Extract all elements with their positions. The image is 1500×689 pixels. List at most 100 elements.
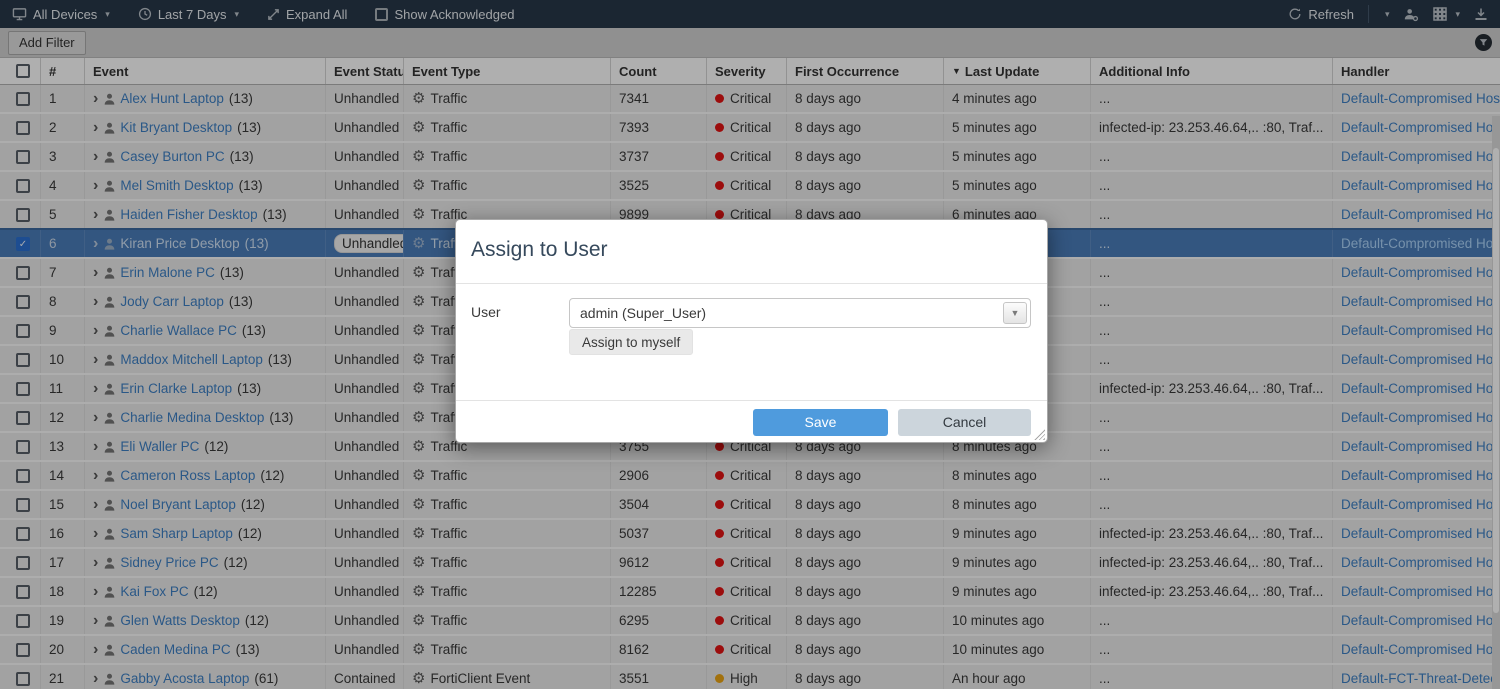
- chevron-right-icon[interactable]: ›: [93, 524, 99, 542]
- event-link[interactable]: Alex Hunt Laptop: [120, 91, 224, 106]
- handler-link[interactable]: Default-Compromised Hos: [1341, 584, 1500, 599]
- chevron-right-icon[interactable]: ›: [93, 437, 99, 455]
- vertical-scrollbar[interactable]: [1492, 116, 1500, 689]
- cancel-button[interactable]: Cancel: [898, 408, 1031, 436]
- event-link[interactable]: Kai Fox PC: [120, 584, 189, 599]
- table-row[interactable]: 18 › Kai Fox PC (12) Unhandled ⚙ Traffic…: [0, 576, 1500, 605]
- handler-link[interactable]: Default-Compromised Hos: [1341, 555, 1500, 570]
- chevron-right-icon[interactable]: ›: [93, 205, 99, 223]
- row-checkbox[interactable]: [16, 613, 30, 628]
- column-settings-button[interactable]: ▾: [1433, 7, 1460, 21]
- resize-handle[interactable]: [1034, 429, 1045, 440]
- event-link[interactable]: Gabby Acosta Laptop: [120, 671, 250, 686]
- table-row[interactable]: 4 › Mel Smith Desktop (13) Unhandled ⚙ T…: [0, 170, 1500, 199]
- handler-link[interactable]: Default-Compromised Hos: [1341, 642, 1500, 657]
- export-button[interactable]: [1474, 7, 1488, 21]
- table-row[interactable]: 19 › Glen Watts Desktop (12) Unhandled ⚙…: [0, 605, 1500, 634]
- column-header-severity[interactable]: Severity: [706, 58, 786, 84]
- column-header-handler[interactable]: Handler: [1332, 58, 1500, 84]
- row-checkbox[interactable]: [16, 410, 30, 425]
- event-link[interactable]: Jody Carr Laptop: [120, 294, 224, 309]
- table-row[interactable]: 3 › Casey Burton PC (13) Unhandled ⚙ Tra…: [0, 141, 1500, 170]
- assign-to-myself-button[interactable]: Assign to myself: [569, 329, 694, 355]
- handler-link[interactable]: Default-Compromised Hos: [1341, 468, 1500, 483]
- table-row[interactable]: 16 › Sam Sharp Laptop (12) Unhandled ⚙ T…: [0, 518, 1500, 547]
- row-checkbox[interactable]: [16, 584, 30, 599]
- row-checkbox[interactable]: [16, 497, 30, 512]
- row-checkbox[interactable]: [16, 439, 30, 454]
- table-row[interactable]: 5 › Haiden Fisher Desktop (13) Unhandled…: [0, 199, 1500, 228]
- event-link[interactable]: Erin Malone PC: [120, 265, 215, 280]
- handler-link[interactable]: Default-Compromised Hos: [1341, 120, 1500, 135]
- event-link[interactable]: Charlie Medina Desktop: [120, 410, 265, 425]
- handler-link[interactable]: Default-Compromised Hos: [1341, 381, 1500, 396]
- handler-link[interactable]: Default-Compromised Hos: [1341, 613, 1500, 628]
- table-row[interactable]: 1 › Alex Hunt Laptop (13) Unhandled ⚙ Tr…: [0, 85, 1500, 112]
- chevron-right-icon[interactable]: ›: [93, 466, 99, 484]
- row-checkbox[interactable]: [16, 642, 30, 657]
- row-checkbox[interactable]: [16, 381, 30, 396]
- time-range-dropdown[interactable]: Last 7 Days ▾: [138, 7, 239, 22]
- user-select[interactable]: admin (Super_User) ▼: [569, 298, 1031, 328]
- chevron-right-icon[interactable]: ›: [93, 495, 99, 513]
- event-link[interactable]: Casey Burton PC: [120, 149, 225, 164]
- device-filter-dropdown[interactable]: All Devices ▾: [12, 7, 110, 22]
- table-row[interactable]: 17 › Sidney Price PC (12) Unhandled ⚙ Tr…: [0, 547, 1500, 576]
- row-checkbox[interactable]: [16, 120, 30, 135]
- handler-link[interactable]: Default-Compromised Hos: [1341, 207, 1500, 222]
- row-checkbox[interactable]: [16, 468, 30, 483]
- chevron-right-icon[interactable]: ›: [93, 350, 99, 368]
- refresh-button[interactable]: Refresh: [1288, 7, 1354, 22]
- chevron-right-icon[interactable]: ›: [93, 669, 99, 687]
- checkbox-icon[interactable]: [375, 7, 389, 21]
- chevron-right-icon[interactable]: ›: [93, 640, 99, 658]
- table-row[interactable]: 2 › Kit Bryant Desktop (13) Unhandled ⚙ …: [0, 112, 1500, 141]
- column-header-event-type[interactable]: Event Type: [403, 58, 610, 84]
- event-link[interactable]: Caden Medina PC: [120, 642, 231, 657]
- event-link[interactable]: Haiden Fisher Desktop: [120, 207, 258, 222]
- event-link[interactable]: Noel Bryant Laptop: [120, 497, 236, 512]
- event-link[interactable]: Sam Sharp Laptop: [120, 526, 233, 541]
- handler-link[interactable]: Default-Compromised Hos: [1341, 352, 1500, 367]
- event-link[interactable]: Sidney Price PC: [120, 555, 219, 570]
- chevron-right-icon[interactable]: ›: [93, 321, 99, 339]
- chevron-right-icon[interactable]: ›: [93, 582, 99, 600]
- row-checkbox[interactable]: ✓: [16, 236, 30, 251]
- handler-link[interactable]: Default-Compromised Hos: [1341, 497, 1500, 512]
- column-header-num[interactable]: #: [40, 58, 84, 84]
- event-link[interactable]: Charlie Wallace PC: [120, 323, 237, 338]
- event-link[interactable]: Maddox Mitchell Laptop: [120, 352, 263, 367]
- table-row[interactable]: 14 › Cameron Ross Laptop (12) Unhandled …: [0, 460, 1500, 489]
- event-link[interactable]: Erin Clarke Laptop: [120, 381, 233, 396]
- handler-link[interactable]: Default-FCT-Threat-Detec: [1341, 671, 1498, 686]
- table-row[interactable]: 20 › Caden Medina PC (13) Unhandled ⚙ Tr…: [0, 634, 1500, 663]
- row-checkbox[interactable]: [16, 671, 30, 686]
- event-link[interactable]: Kiran Price Desktop: [120, 236, 240, 251]
- column-header-count[interactable]: Count: [610, 58, 706, 84]
- row-checkbox[interactable]: [16, 265, 30, 280]
- handler-link[interactable]: Default-Compromised Hos: [1341, 439, 1500, 454]
- chevron-right-icon[interactable]: ›: [93, 553, 99, 571]
- chevron-right-icon[interactable]: ›: [93, 292, 99, 310]
- scrollbar-thumb[interactable]: [1493, 148, 1499, 613]
- table-row[interactable]: 21 › Gabby Acosta Laptop (61) Contained …: [0, 663, 1500, 689]
- handler-link[interactable]: Default-Compromised Hos: [1341, 526, 1500, 541]
- handler-link[interactable]: Default-Compromised Hos: [1341, 236, 1500, 251]
- expand-all-button[interactable]: Expand All: [267, 7, 347, 22]
- row-checkbox[interactable]: [16, 149, 30, 164]
- table-row[interactable]: 15 › Noel Bryant Laptop (12) Unhandled ⚙…: [0, 489, 1500, 518]
- column-header-last-update[interactable]: ▼ Last Update: [943, 58, 1090, 84]
- handler-link[interactable]: Default-Compromised Hos: [1341, 294, 1500, 309]
- handler-link[interactable]: Default-Compromised Hos: [1341, 410, 1500, 425]
- show-acknowledged-checkbox[interactable]: Show Acknowledged: [375, 7, 514, 22]
- chevron-right-icon[interactable]: ›: [93, 89, 99, 107]
- event-link[interactable]: Glen Watts Desktop: [120, 613, 240, 628]
- user-settings-button[interactable]: [1403, 7, 1419, 22]
- add-filter-button[interactable]: Add Filter: [8, 30, 86, 55]
- row-checkbox[interactable]: [16, 526, 30, 541]
- chevron-right-icon[interactable]: ›: [93, 263, 99, 281]
- column-header-event[interactable]: Event: [84, 58, 325, 84]
- column-header-event-status[interactable]: Event Status: [325, 58, 403, 84]
- row-checkbox[interactable]: [16, 178, 30, 193]
- chevron-right-icon[interactable]: ›: [93, 176, 99, 194]
